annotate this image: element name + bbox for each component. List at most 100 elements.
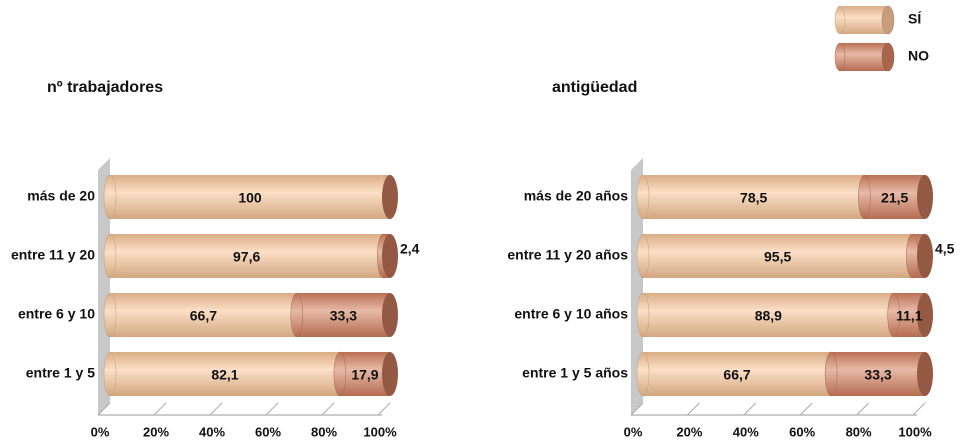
bar-end: [917, 175, 933, 219]
tick-mark: [97, 402, 111, 416]
legend-end: [881, 5, 895, 35]
bar-end: [382, 234, 398, 278]
x-tick-label: 40%: [199, 424, 225, 439]
data-label: 17,9: [351, 367, 378, 383]
bar: [643, 234, 913, 278]
x-tick-label: 80%: [846, 424, 872, 439]
bar: [643, 293, 894, 337]
x-tick-label: 20%: [143, 424, 169, 439]
bar-cap: [636, 351, 650, 397]
data-label: 100: [238, 190, 262, 206]
legend-label: SÍ: [908, 11, 922, 27]
bar: [643, 352, 832, 396]
data-label: 2,4: [400, 241, 420, 257]
data-label: 66,7: [190, 308, 217, 324]
tick-mark: [377, 402, 391, 416]
bar-cap: [636, 233, 650, 279]
bar: [110, 352, 340, 396]
bar: [643, 175, 865, 219]
data-label: 97,6: [233, 249, 260, 265]
bar-cap: [103, 351, 117, 397]
data-label: 11,1: [896, 308, 923, 324]
bar-cap: [103, 292, 117, 338]
tick-mark: [912, 402, 926, 416]
data-label: 4,5: [935, 241, 955, 257]
bar-end: [382, 175, 398, 219]
category-label: entre 6 y 10 años: [514, 306, 628, 322]
bar-segment: [103, 292, 297, 338]
data-label: 82,1: [211, 367, 238, 383]
x-tick-label: 60%: [789, 424, 815, 439]
bar: [296, 293, 390, 337]
data-label: 88,9: [755, 308, 782, 324]
bar-segment: [636, 292, 894, 338]
data-label: 95,5: [764, 249, 791, 265]
bar-cap: [333, 351, 347, 397]
bar-end: [917, 234, 933, 278]
bar-segment: [290, 292, 390, 338]
bar-cap: [636, 174, 650, 220]
wall: [98, 158, 110, 415]
bar-cap: [103, 233, 117, 279]
category-label: entre 11 y 20 años: [507, 247, 628, 263]
x-tick-label: 0%: [91, 424, 110, 439]
bar-cap: [906, 233, 919, 279]
bar-cap: [636, 292, 650, 338]
category-label: entre 1 y 5: [26, 365, 95, 381]
x-tick-label: 60%: [255, 424, 281, 439]
legend-cap: [834, 42, 846, 72]
legend-cap: [834, 5, 846, 35]
tick-mark: [799, 402, 813, 416]
category-label: entre 11 y 20: [11, 247, 95, 263]
legend-end: [881, 42, 895, 72]
bar-segment: [103, 233, 384, 279]
bar: [110, 234, 384, 278]
bar-end: [917, 352, 933, 396]
tick-mark: [687, 402, 700, 416]
tick-mark: [630, 402, 644, 416]
bar-segment: [103, 351, 340, 397]
x-tick-label: 40%: [733, 424, 759, 439]
bar-end: [382, 293, 398, 337]
x-tick-label: 20%: [676, 424, 702, 439]
bar-end: [917, 293, 933, 337]
bar-segment: [636, 351, 832, 397]
data-label: 33,3: [330, 308, 357, 324]
legend-swatch: [840, 6, 888, 34]
data-label: 66,7: [723, 367, 750, 383]
tick-mark: [153, 402, 167, 416]
tick-mark: [321, 402, 335, 416]
x-tick-label: 80%: [311, 424, 337, 439]
tick-mark: [265, 402, 279, 416]
bar: [831, 352, 925, 396]
bar: [339, 352, 390, 396]
data-label: 21,5: [881, 190, 908, 206]
bar-cap: [824, 351, 838, 397]
legend-label: NO: [908, 48, 929, 64]
bar-segment: [858, 174, 925, 220]
tick-mark: [743, 402, 757, 416]
bar: [864, 175, 925, 219]
bar-cap: [103, 174, 117, 220]
bar: [110, 175, 390, 219]
chart-title: nº trabajadores: [47, 79, 163, 96]
bar-segment: [636, 174, 865, 220]
bar-end: [382, 352, 398, 396]
tick-mark: [209, 402, 223, 416]
category-label: más de 20: [27, 188, 95, 204]
x-tick-label: 100%: [363, 424, 397, 439]
legend-swatch: [840, 43, 888, 71]
x-tick-label: 100%: [898, 424, 932, 439]
bar-cap: [290, 292, 304, 338]
category-label: más de 20 años: [524, 188, 628, 204]
wall: [631, 158, 643, 415]
data-label: 33,3: [864, 367, 891, 383]
bar-segment: [824, 351, 925, 397]
chart-title: antigüedad: [552, 79, 637, 96]
category-label: entre 6 y 10: [18, 306, 95, 322]
x-tick-label: 0%: [624, 424, 643, 439]
bar-segment: [103, 174, 390, 220]
data-label: 78,5: [740, 190, 767, 206]
bar: [110, 293, 297, 337]
